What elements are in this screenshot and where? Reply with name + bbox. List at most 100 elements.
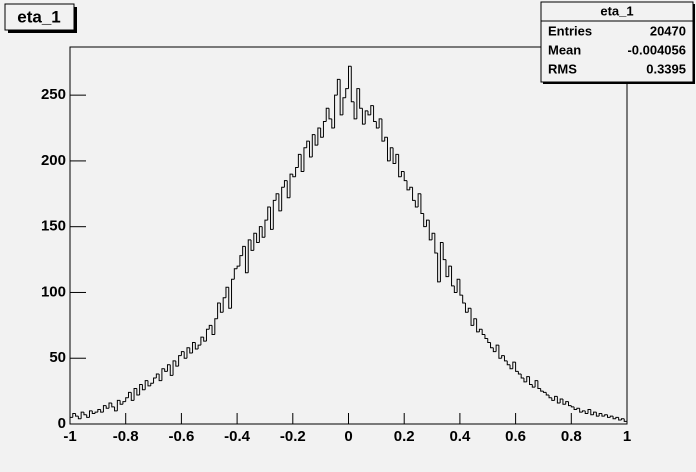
histogram-bin	[537, 380, 541, 389]
histogram-bin	[228, 287, 232, 309]
x-tick-label: -1	[63, 428, 76, 445]
histogram-bin	[306, 140, 310, 148]
histogram-bin	[133, 387, 137, 401]
histogram-bin	[506, 360, 511, 366]
histogram-bin	[169, 364, 174, 376]
histogram-bin	[348, 65, 352, 89]
y-tick-label: 150	[41, 218, 66, 235]
histogram-bin	[125, 397, 129, 402]
histogram-bin	[593, 411, 597, 415]
histogram-bin	[590, 409, 594, 416]
histogram-bin	[144, 380, 148, 390]
stats-value: -0.004056	[627, 42, 686, 57]
histogram-bin	[503, 355, 508, 362]
histogram-bin	[166, 364, 171, 372]
plot-frame	[69, 46, 628, 425]
histogram-bin	[253, 232, 257, 251]
y-tick-label: 0	[58, 415, 66, 432]
histogram-bin	[272, 199, 277, 230]
histogram-bin	[270, 206, 274, 230]
histogram-bin	[150, 382, 154, 386]
histogram-bin	[501, 355, 505, 359]
histogram-bin	[414, 200, 419, 208]
histogram-bin	[425, 219, 430, 227]
histogram-bin	[236, 265, 240, 269]
histogram-bin	[584, 410, 589, 414]
histogram-bin	[219, 302, 224, 313]
histogram-bin	[523, 377, 527, 383]
histogram-bin	[317, 127, 321, 146]
histogram-bin	[322, 120, 327, 138]
histogram-bin	[476, 318, 480, 333]
histogram-bin	[579, 408, 583, 413]
histogram-bin	[328, 108, 332, 120]
histogram-bin	[200, 336, 204, 346]
histogram-bin	[609, 415, 614, 418]
histogram-bin	[153, 377, 157, 384]
y-tick-label: 100	[41, 283, 66, 300]
histogram-bin	[392, 147, 396, 165]
histogram-bin	[264, 219, 268, 238]
histogram-bin	[445, 259, 449, 278]
histogram-bin	[205, 328, 210, 342]
histogram-bin	[464, 302, 469, 313]
histogram-bin	[292, 174, 296, 178]
histogram-bin	[314, 134, 318, 146]
histogram-bin	[373, 105, 377, 122]
histogram-bin	[80, 411, 84, 419]
histogram-bin	[208, 324, 213, 330]
histogram-bin	[283, 180, 288, 188]
histogram-bin	[267, 206, 271, 221]
histogram-bin	[487, 338, 491, 343]
histogram-bin	[119, 400, 123, 405]
histogram-bin	[139, 384, 143, 396]
histogram-bin	[540, 388, 544, 392]
histogram-bin	[116, 399, 121, 411]
histogram-bin	[370, 105, 374, 115]
stats-label: RMS	[548, 61, 577, 76]
histogram-bin	[607, 414, 611, 418]
histogram-bin	[225, 286, 229, 298]
histogram-bin	[431, 232, 435, 240]
histogram-bin	[437, 252, 441, 283]
histogram-bin	[361, 108, 366, 125]
histogram-bin	[203, 337, 207, 342]
histogram-bin	[573, 406, 577, 411]
histogram-bin	[615, 416, 619, 419]
histogram-bin	[531, 384, 536, 388]
histogram-bin	[239, 255, 243, 267]
stats-value: 20470	[650, 23, 686, 38]
histogram-bin	[334, 94, 338, 129]
histogram-bin	[136, 388, 140, 396]
histogram-bin	[556, 396, 561, 404]
histogram-bin	[581, 410, 586, 413]
histogram-bin	[529, 376, 533, 386]
histogram-bin	[353, 101, 357, 120]
histogram-bin	[211, 325, 215, 336]
histogram-bin	[442, 242, 446, 261]
x-tick-label: -0.4	[224, 428, 251, 445]
y-tick-label: 200	[41, 152, 66, 169]
histogram-bin	[100, 409, 104, 413]
histogram-bin	[331, 118, 335, 129]
x-tick-label: 0.8	[561, 428, 582, 445]
histogram-bin	[612, 416, 616, 420]
histogram-bin	[484, 334, 488, 339]
x-tick-label: 0	[344, 428, 352, 445]
stats-value: 0.3395	[646, 61, 686, 76]
histogram-bin	[551, 397, 555, 401]
chart-title: eta_1	[17, 7, 60, 26]
histogram-bin	[161, 368, 165, 381]
histogram-bin	[548, 395, 552, 399]
histogram-bin	[158, 374, 162, 382]
histogram-bin	[473, 318, 477, 326]
histogram-bin	[189, 347, 193, 354]
histogram-bin	[381, 118, 385, 142]
histogram-bin	[183, 351, 187, 359]
histogram-bin	[320, 128, 324, 138]
histogram-bin	[495, 344, 499, 352]
x-tick-label: 1	[623, 428, 631, 445]
histogram-bin	[350, 66, 355, 103]
